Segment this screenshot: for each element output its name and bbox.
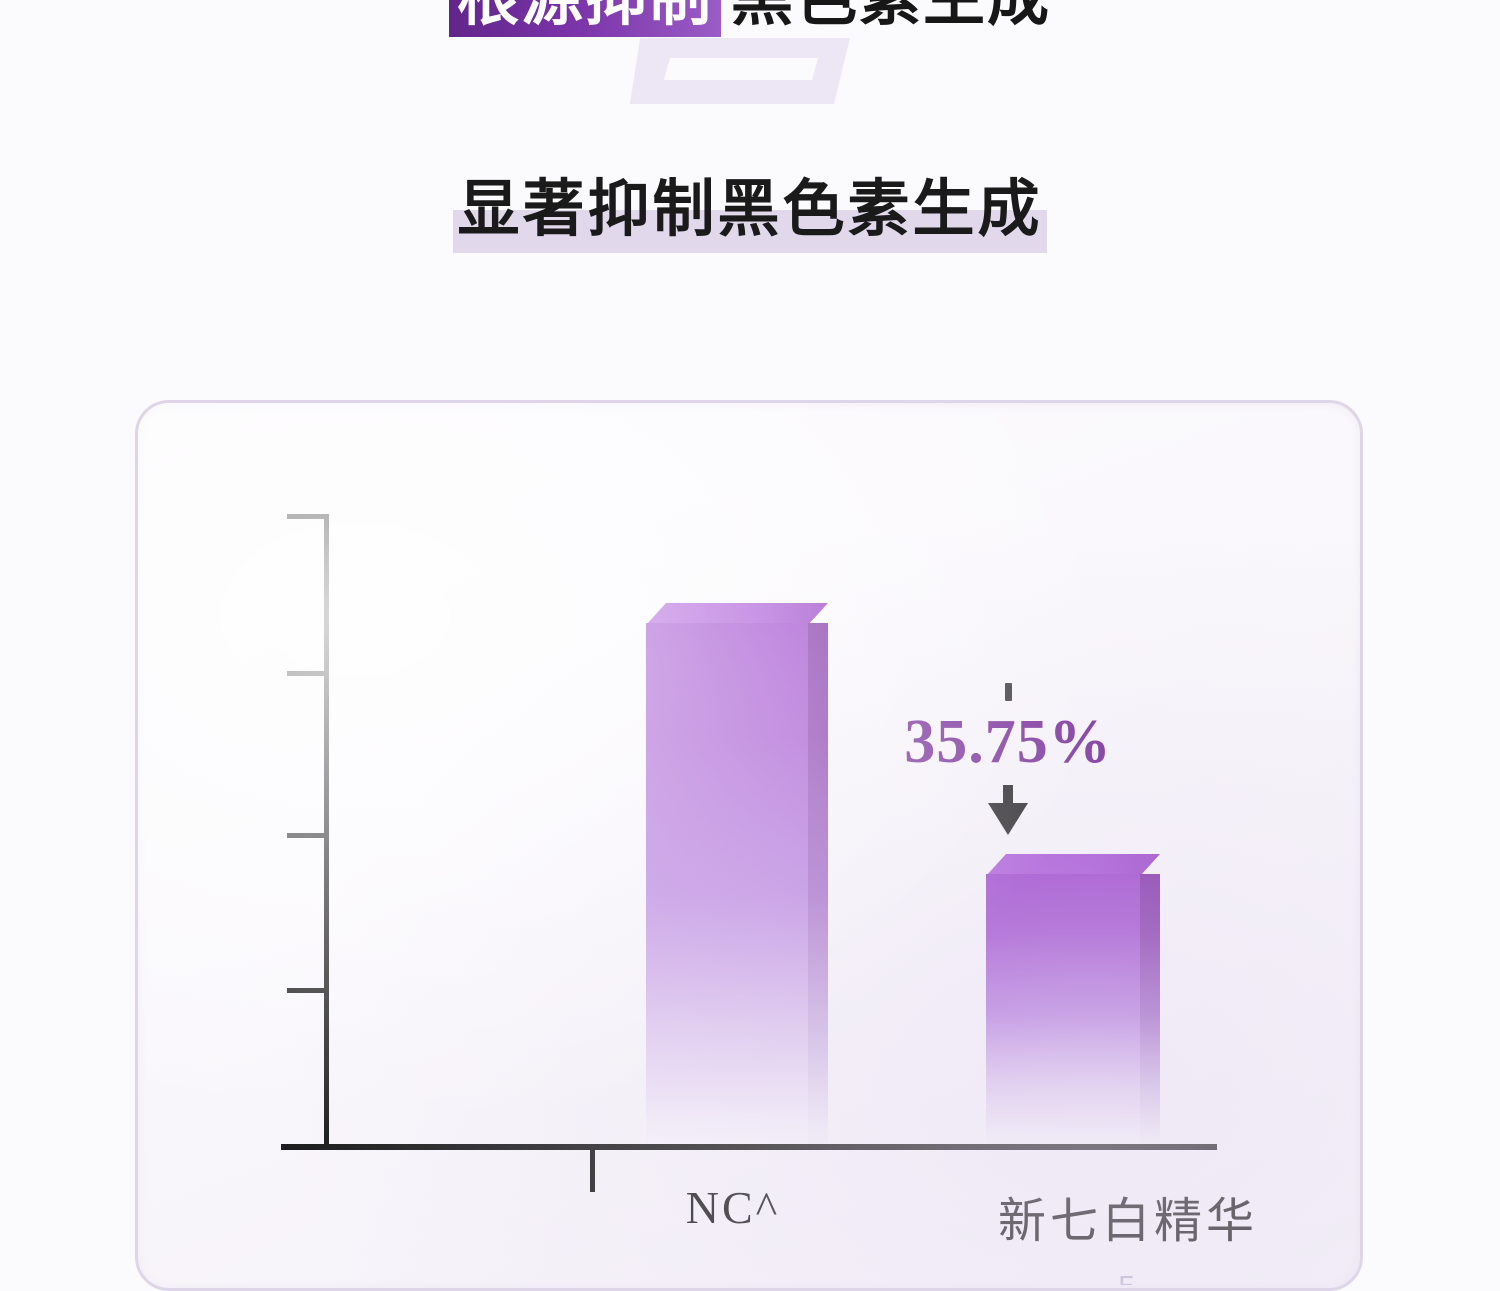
headline-plain-text: 黑色素生成 [721, 0, 1051, 37]
down-arrow-icon [988, 785, 1028, 835]
headline-highlight-text: 根源抑制 [448, 0, 721, 37]
bar-serum-side-face [1140, 874, 1160, 1144]
bar-serum-top-face [986, 854, 1160, 876]
y-axis-tick-4 [287, 514, 327, 519]
bar-nc [646, 603, 828, 1144]
bar-nc-front-face [646, 623, 808, 1144]
page-headline-primary: 根源抑制 黑色素生成 [0, 0, 1500, 37]
tick-mark-icon [1004, 683, 1012, 701]
x-axis-label-nc: NC^ [685, 1182, 781, 1233]
y-axis-tick-3 [287, 671, 327, 676]
footer-clipped-text: E [1118, 1272, 1134, 1285]
decorative-glyph-remnant [630, 38, 850, 104]
page-headline-secondary: 显著抑制黑色素生成 [0, 176, 1500, 254]
bar-serum [986, 854, 1160, 1144]
chart-card: 35.75% NC^ 新七白精华 [135, 400, 1363, 1291]
headline-secondary-text: 显著抑制黑色素生成 [453, 176, 1047, 254]
y-axis-line [324, 514, 329, 1150]
bar-serum-front-face [986, 874, 1140, 1144]
bar-nc-top-face [646, 603, 828, 625]
bar-nc-side-face [808, 623, 828, 1144]
x-axis-line [281, 1144, 1217, 1150]
x-axis-label-serum: 新七白精华 [997, 1193, 1258, 1249]
reduction-value-label: 35.75% [904, 708, 1112, 776]
x-axis-tick-center [590, 1150, 595, 1192]
bar-chart-plot: 35.75% NC^ 新七白精华 [138, 403, 1360, 1288]
y-axis-tick-2 [287, 833, 327, 838]
reduction-callout: 35.75% [838, 683, 1178, 837]
y-axis-tick-1 [287, 988, 327, 993]
